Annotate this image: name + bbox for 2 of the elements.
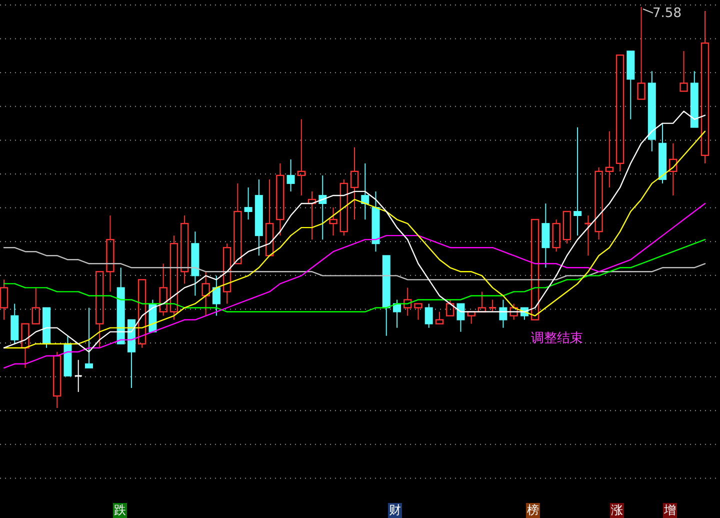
annotation: 7.58 <box>652 6 682 21</box>
annotation: 调整结束 <box>531 331 583 346</box>
